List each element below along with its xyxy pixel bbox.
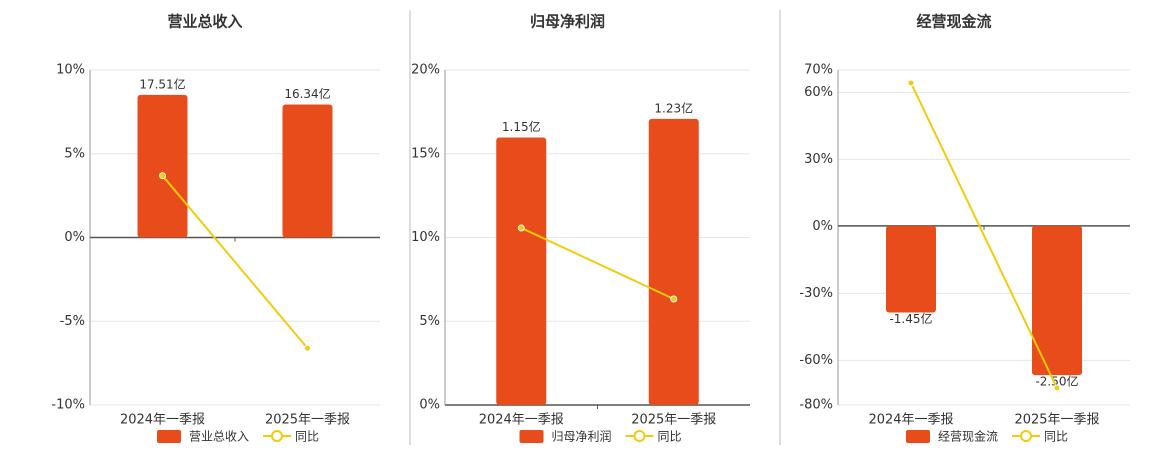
x-tick-label: 2024年一季报: [868, 413, 953, 428]
chart-title: 归母净利润: [530, 13, 605, 31]
y-tick-label: 20%: [411, 63, 440, 78]
y-tick-label: 10%: [411, 230, 440, 245]
value-label: 1.15亿: [502, 119, 541, 134]
point: [159, 172, 166, 180]
chart-title: 营业总收入: [167, 13, 242, 31]
y-tick-label: 60%: [804, 85, 833, 100]
legend-label: 归母净利润: [552, 430, 612, 444]
x-tick-label: 2024年一季报: [479, 413, 564, 428]
line: [910, 82, 1058, 389]
y-tick-label: 0%: [812, 219, 833, 234]
bar: [496, 137, 547, 405]
x-tick-label: 2025年一季报: [1014, 413, 1099, 428]
y-tick-label: -10%: [51, 398, 85, 413]
line: [520, 227, 675, 300]
y-tick-label: 5%: [419, 314, 440, 329]
legend-swatch: [271, 430, 284, 442]
legend-label: 经营现金流: [938, 429, 998, 444]
y-tick-label: 30%: [804, 152, 833, 167]
point: [517, 224, 525, 232]
point: [907, 79, 915, 87]
value-label: -2.50亿: [1035, 374, 1078, 389]
bar: [282, 104, 333, 238]
y-tick-label: -60%: [799, 353, 833, 368]
value-label: -1.45亿: [889, 311, 932, 326]
legend-swatch: [519, 430, 544, 443]
y-tick-label: 5%: [64, 146, 85, 161]
value-label: 17.51亿: [139, 76, 185, 91]
value-label: 1.23亿: [654, 100, 693, 115]
line: [161, 175, 309, 349]
value-label: 16.34亿: [284, 86, 330, 101]
point: [1053, 384, 1061, 392]
y-tick-label: -5%: [60, 314, 85, 329]
y-tick-label: 70%: [804, 63, 833, 78]
point: [670, 295, 678, 303]
x-tick-label: 2025年一季报: [265, 413, 350, 428]
x-tick-label: 2024年一季报: [120, 413, 205, 428]
bar: [1032, 225, 1082, 376]
legend-label: 同比: [295, 430, 319, 444]
legend-label: 同比: [1044, 430, 1068, 444]
point: [304, 344, 311, 352]
x-tick-label: 2025年一季报: [631, 413, 716, 428]
y-tick-label: 0%: [419, 398, 440, 413]
bar: [137, 94, 188, 238]
y-tick-label: -80%: [799, 398, 833, 413]
y-tick-label: -30%: [799, 286, 833, 301]
bar: [886, 225, 936, 313]
legend-swatch: [906, 430, 930, 443]
y-tick-label: 15%: [411, 146, 440, 161]
legend-label: 营业总收入: [189, 430, 249, 444]
legend-swatch: [1020, 430, 1033, 442]
y-tick-label: 0%: [64, 230, 85, 245]
legend-swatch: [633, 430, 646, 442]
legend-label: 同比: [658, 430, 682, 444]
chart-title: 经营现金流: [916, 13, 991, 31]
y-tick-label: 10%: [56, 63, 85, 78]
bar: [648, 118, 699, 406]
legend-swatch: [157, 430, 181, 443]
